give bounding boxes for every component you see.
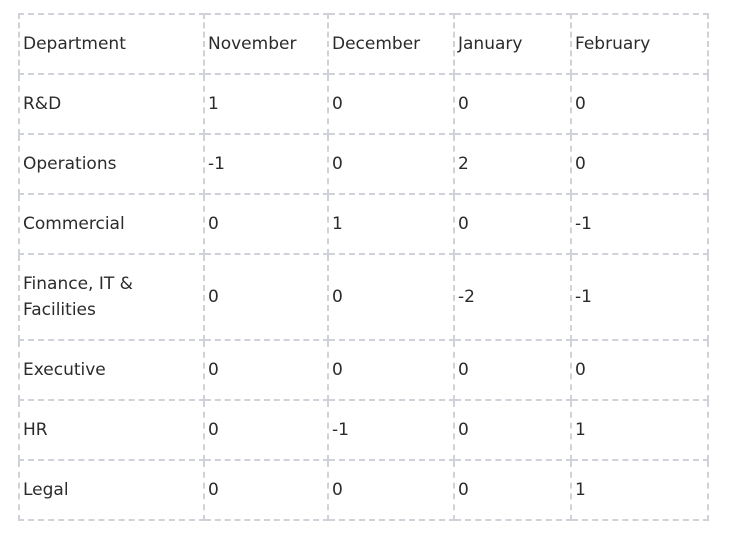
value-cell: 1 (570, 399, 709, 461)
value-cell: 0 (203, 339, 329, 401)
value-cell: 0 (453, 339, 572, 401)
department-cell: R&D (18, 73, 205, 135)
value-cell: 0 (327, 459, 455, 521)
table-row: Commercial 0 1 0 -1 (18, 193, 709, 255)
department-cell: Operations (18, 133, 205, 195)
value-cell: -1 (203, 133, 329, 195)
table-row: R&D 1 0 0 0 (18, 73, 709, 135)
department-cell: HR (18, 399, 205, 461)
value-cell: 1 (203, 73, 329, 135)
value-cell: 0 (453, 73, 572, 135)
column-header-november: November (203, 13, 329, 75)
value-cell: 0 (453, 399, 572, 461)
column-header-december: December (327, 13, 455, 75)
table-header-row: Department November December January Feb… (18, 13, 709, 75)
value-cell: 2 (453, 133, 572, 195)
value-cell: 0 (453, 459, 572, 521)
value-cell: 1 (570, 459, 709, 521)
value-cell: 0 (570, 73, 709, 135)
value-cell: -2 (453, 253, 572, 341)
table-row: Legal 0 0 0 1 (18, 459, 709, 521)
value-cell: 1 (327, 193, 455, 255)
value-cell: 0 (203, 193, 329, 255)
value-cell: 0 (327, 253, 455, 341)
value-cell: 0 (203, 459, 329, 521)
value-cell: 0 (570, 133, 709, 195)
value-cell: -1 (570, 253, 709, 341)
value-cell: -1 (327, 399, 455, 461)
headcount-change-table-container: Department November December January Feb… (18, 13, 709, 521)
department-cell: Executive (18, 339, 205, 401)
value-cell: 0 (203, 399, 329, 461)
value-cell: 0 (453, 193, 572, 255)
table-row: HR 0 -1 0 1 (18, 399, 709, 461)
column-header-department: Department (18, 13, 205, 75)
value-cell: 0 (203, 253, 329, 341)
value-cell: 0 (570, 339, 709, 401)
department-cell: Commercial (18, 193, 205, 255)
department-cell: Legal (18, 459, 205, 521)
table-row: Operations -1 0 2 0 (18, 133, 709, 195)
value-cell: 0 (327, 339, 455, 401)
value-cell: 0 (327, 133, 455, 195)
value-cell: -1 (570, 193, 709, 255)
headcount-change-table: Department November December January Feb… (18, 13, 709, 521)
column-header-january: January (453, 13, 572, 75)
table-row: Executive 0 0 0 0 (18, 339, 709, 401)
column-header-february: February (570, 13, 709, 75)
department-cell: Finance, IT & Facilities (18, 253, 205, 341)
table-row: Finance, IT & Facilities 0 0 -2 -1 (18, 253, 709, 341)
value-cell: 0 (327, 73, 455, 135)
